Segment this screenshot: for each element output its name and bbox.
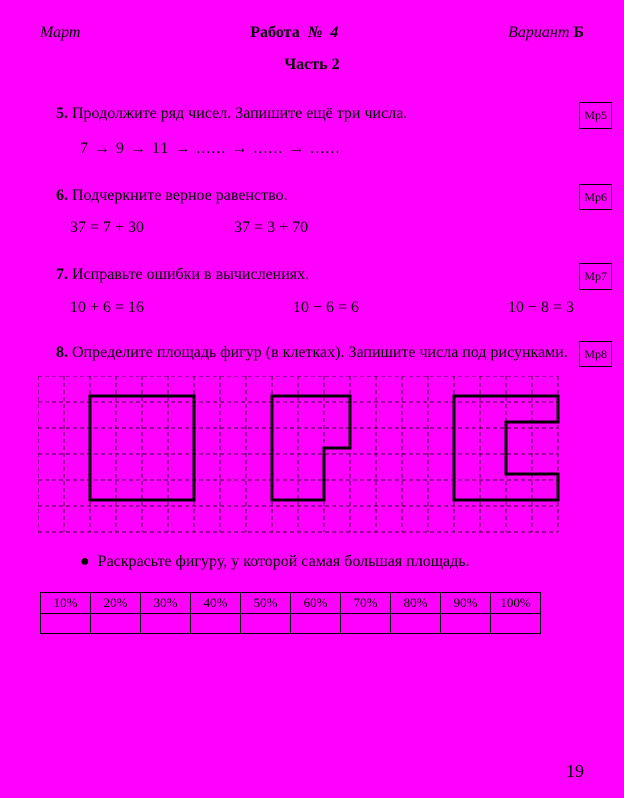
percent-blank-row (41, 613, 541, 633)
percent-cell: 60% (291, 592, 341, 613)
part-label: Часть 2 (40, 56, 584, 74)
eq-6-1: 37 = 7 + 30 (70, 216, 144, 241)
task-7-equations: 10 + 6 = 16 10 − 6 = 6 10 − 8 = 3 (70, 296, 574, 321)
task-8: Мр8 8. Определите площадь фигур (в клетк… (40, 341, 584, 366)
percent-cell: 10% (41, 592, 91, 613)
percent-blank-cell[interactable] (91, 613, 141, 633)
task-7-prompt: 7. Исправьте ошибки в вычислениях. (40, 263, 584, 288)
percent-cell: 20% (91, 592, 141, 613)
percent-blank-cell[interactable] (441, 613, 491, 633)
percent-header-row: 10%20%30%40%50%60%70%80%90%100% (41, 592, 541, 613)
percent-cell: 50% (241, 592, 291, 613)
figure-grid (38, 376, 580, 536)
task-6-equations: 37 = 7 + 30 37 = 3 + 70 (70, 216, 584, 241)
task-5-prompt: 5. Продолжите ряд чисел. Запишите ещё тр… (40, 102, 584, 127)
percent-blank-cell[interactable] (341, 613, 391, 633)
task-7: Мр7 7. Исправьте ошибки в вычислениях. 1… (40, 263, 584, 321)
eq-6-2: 37 = 3 + 70 (234, 216, 308, 241)
percent-table: 10%20%30%40%50%60%70%80%90%100% (40, 592, 541, 634)
eq-7-1: 10 + 6 = 16 (70, 296, 144, 321)
task-6-prompt: 6. Подчеркните верное равенство. (40, 184, 584, 209)
percent-cell: 30% (141, 592, 191, 613)
percent-cell: 70% (341, 592, 391, 613)
badge-mp6: Мр6 (579, 184, 612, 211)
page-number: 19 (566, 761, 584, 782)
percent-cell: 80% (391, 592, 441, 613)
header-row: Март Работа № 4 Вариант Б (40, 24, 584, 42)
task-8-prompt: 8. Определите площадь фигур (в клетках).… (40, 341, 584, 366)
task-8-bullet: ● Раскрасьте фигуру, у которой самая бол… (80, 550, 584, 574)
task-5-sequence: 7 → 9 → 11 → ...... → ...... → ...... (80, 137, 584, 162)
task-6: Мр6 6. Подчеркните верное равенство. 37 … (40, 184, 584, 242)
percent-blank-cell[interactable] (391, 613, 441, 633)
task-5: Мр5 5. Продолжите ряд чисел. Запишите ещ… (40, 102, 584, 162)
eq-7-3: 10 − 8 = 3 (508, 296, 574, 321)
variant-label: Вариант Б (508, 24, 584, 42)
percent-cell: 100% (491, 592, 541, 613)
percent-blank-cell[interactable] (241, 613, 291, 633)
eq-7-2: 10 − 6 = 6 (293, 296, 359, 321)
month-label: Март (40, 24, 80, 42)
percent-blank-cell[interactable] (191, 613, 241, 633)
percent-cell: 90% (441, 592, 491, 613)
percent-blank-cell[interactable] (141, 613, 191, 633)
percent-blank-cell[interactable] (491, 613, 541, 633)
percent-cell: 40% (191, 592, 241, 613)
badge-mp5: Мр5 (579, 102, 612, 129)
badge-mp8: Мр8 (579, 341, 612, 368)
percent-blank-cell[interactable] (41, 613, 91, 633)
percent-blank-cell[interactable] (291, 613, 341, 633)
badge-mp7: Мр7 (579, 263, 612, 290)
work-title: Работа № 4 (250, 24, 338, 42)
